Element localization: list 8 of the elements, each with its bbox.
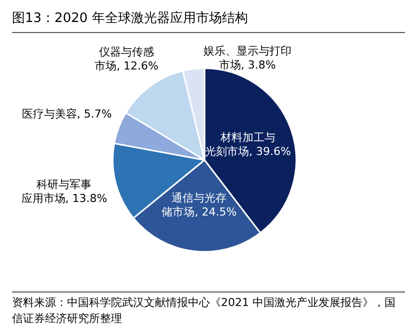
slice-label: 医疗与美容, 5.7% xyxy=(22,107,112,120)
slice-label: 仪器与传感市场, 12.6% xyxy=(94,45,158,72)
text: 资料来源：中国科学院武汉文献情报中心《2021 中国激光产业发展报告》，国信证券经济研究所整理 xyxy=(12,291,405,328)
slice-label: 通信与光存储市场, 24.5% xyxy=(162,191,237,218)
slice-label: 娱乐、显示与打印市场, 3.8% xyxy=(203,44,292,72)
chart-title: 图13：2020 年全球激光器应用市场结构 xyxy=(12,8,405,33)
slice-label: 材料加工与光刻市场, 39.6% xyxy=(204,131,291,158)
slice-label: 科研与军事应用市场, 13.8% xyxy=(21,178,108,206)
